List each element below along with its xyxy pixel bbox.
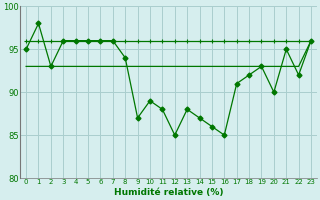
X-axis label: Humidité relative (%): Humidité relative (%): [114, 188, 223, 197]
